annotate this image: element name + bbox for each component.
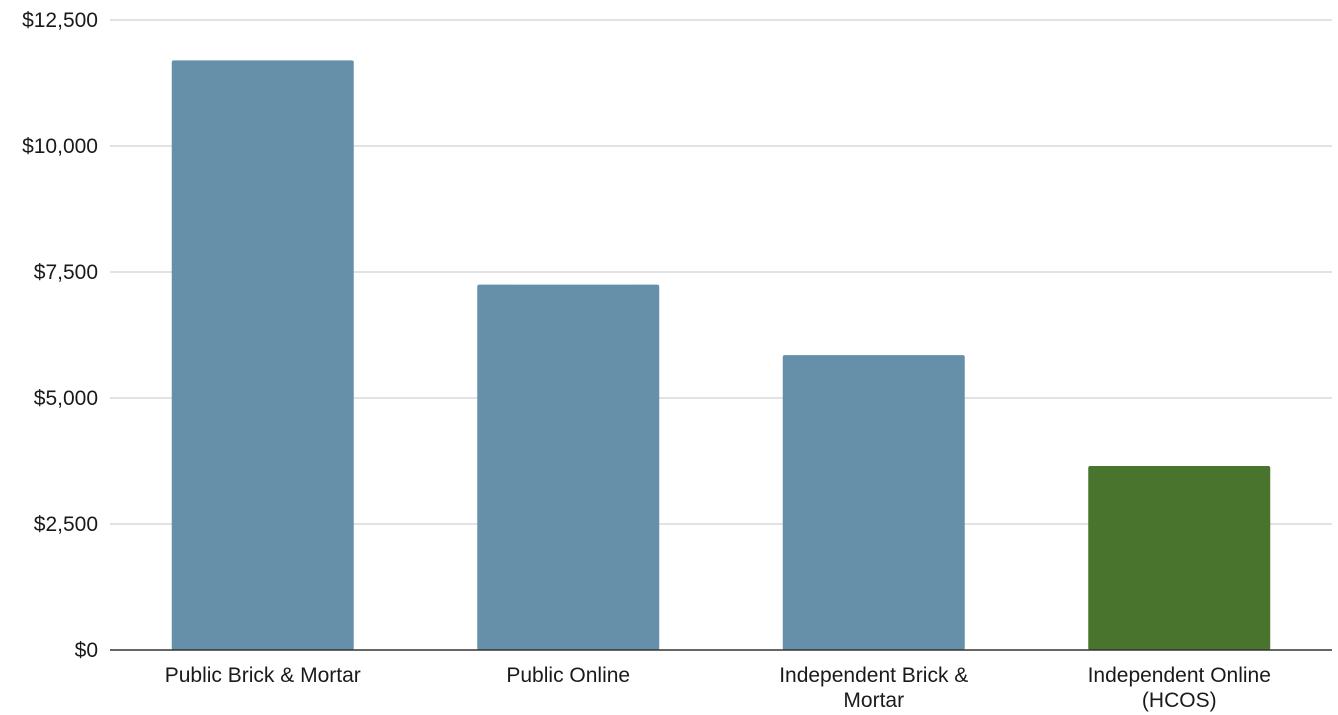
x-category-label-line: Public Brick & Mortar (165, 664, 361, 687)
y-tick-label: $10,000 (22, 135, 98, 158)
x-category-label: Public Online (506, 664, 630, 687)
x-category-label-line: Public Online (506, 664, 630, 687)
x-category-label-line: Independent Online (1088, 664, 1271, 687)
bar (477, 284, 660, 650)
x-category-label-line: Mortar (843, 689, 904, 712)
x-category-label: Independent Online (HCOS) (1088, 664, 1271, 712)
y-tick-label: $0 (75, 639, 98, 662)
y-tick-label: $7,500 (34, 261, 98, 284)
y-tick-label: $2,500 (34, 513, 98, 536)
bar (171, 60, 354, 650)
x-category-label: Public Brick & Mortar (165, 664, 361, 687)
x-category-label-line: (HCOS) (1142, 689, 1217, 712)
bars (171, 60, 1271, 650)
x-category-label: Independent Brick & Mortar (779, 664, 968, 712)
bar (1088, 466, 1271, 650)
y-tick-label: $12,500 (22, 9, 98, 32)
y-tick-label: $5,000 (34, 387, 98, 410)
x-axis-category-labels: Public Brick & Mortar Public Online Indepe… (165, 664, 1271, 712)
x-category-label-line: Independent Brick & (779, 664, 968, 687)
y-axis-tick-labels: $0 $2,500 $5,000 $7,500 $10,000 $12,500 (22, 9, 98, 662)
bar (782, 355, 965, 650)
